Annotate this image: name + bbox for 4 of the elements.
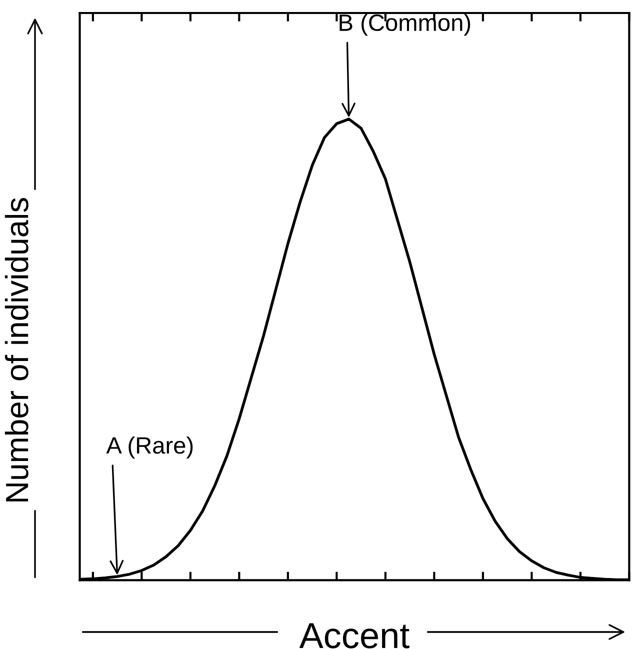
x-axis-title: Accent	[299, 623, 410, 648]
text: B (Common)	[340, 14, 470, 36]
y-axis-title: Number of individuals	[4, 198, 28, 502]
annotation: A (Rare)	[106, 436, 193, 458]
